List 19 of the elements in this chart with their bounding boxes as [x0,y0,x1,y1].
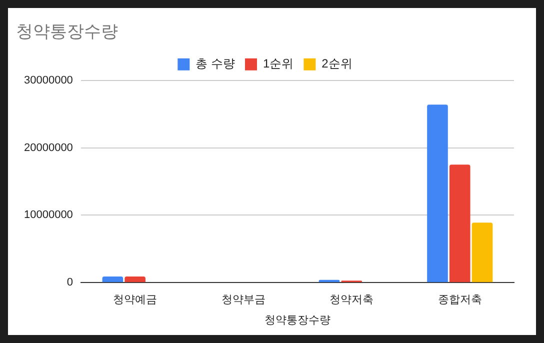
y-tick-label: 20000000 [24,142,73,154]
legend-label: 1순위 [262,56,294,71]
y-tick-label: 0 [66,276,73,289]
x-tick-label: 청약예금 [113,294,158,306]
x-tick-label: 종합저축 [438,294,482,306]
bar [124,276,146,282]
legend-label: 총 수량 [196,56,236,71]
x-axis-title: 청약통장수량 [264,314,330,326]
bar [318,280,340,282]
bar [472,222,493,282]
x-tick-label: 청약저축 [330,294,374,306]
bar [102,276,124,282]
chart-title: 청약통장수량 [16,22,118,41]
bar [427,104,448,282]
y-tick-label: 30000000 [24,74,73,86]
legend-label: 2순위 [322,56,352,71]
x-tick-label: 청약부금 [221,294,266,306]
y-tick-label: 10000000 [24,209,73,222]
bar [449,164,470,282]
